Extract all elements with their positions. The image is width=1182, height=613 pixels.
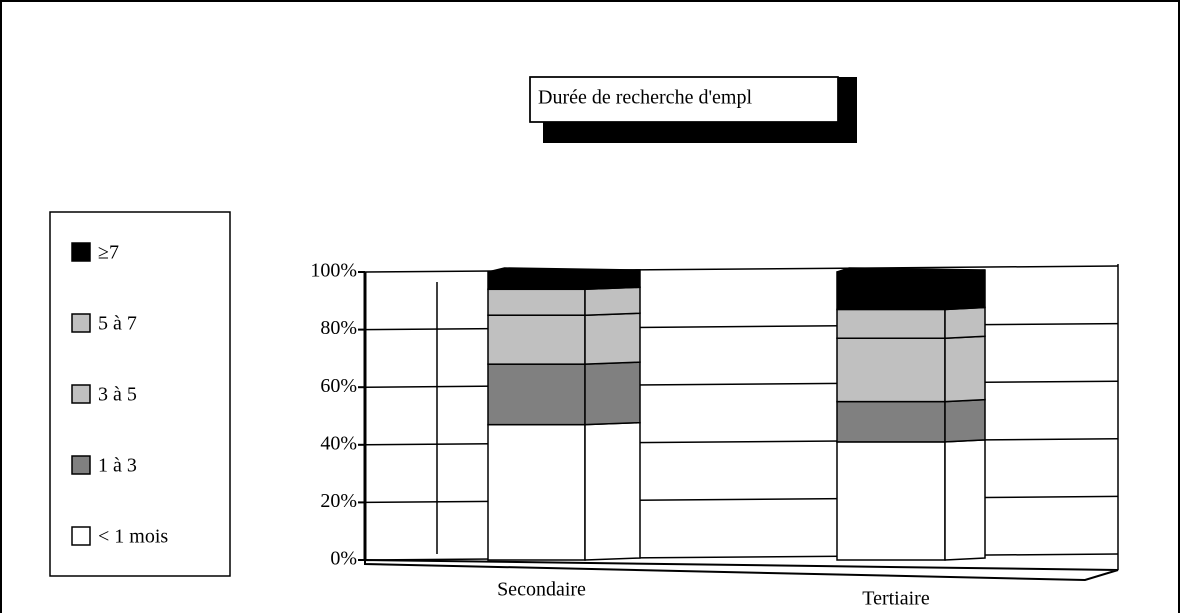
bar-segment xyxy=(487,288,586,316)
legend-label: 5 à 7 xyxy=(98,313,137,335)
legend-swatch xyxy=(71,242,91,262)
bar-side xyxy=(584,269,641,291)
bar-segment xyxy=(487,363,586,426)
bar-side xyxy=(584,421,641,561)
bar-segment xyxy=(836,441,946,561)
grid-line xyxy=(364,438,1119,446)
grid-line xyxy=(364,495,1119,504)
y-tick-label: 40% xyxy=(320,432,357,454)
bar-top xyxy=(487,267,641,273)
bar-segment xyxy=(836,308,946,339)
bar-segment xyxy=(487,314,586,365)
legend-swatch xyxy=(71,313,91,333)
bar-segment xyxy=(836,400,946,443)
x-tick-label: Tertiaire xyxy=(862,588,930,610)
x-tick-label: Secondaire xyxy=(497,579,586,601)
bar-segment xyxy=(836,271,946,311)
legend-label: < 1 mois xyxy=(98,526,168,548)
chart-title: Durée de recherche d'empl xyxy=(538,87,752,109)
bar-side xyxy=(584,361,641,426)
bar-side xyxy=(944,306,986,340)
bar-segment xyxy=(487,271,586,291)
bar-side xyxy=(944,398,986,443)
grid-line xyxy=(364,380,1119,388)
bar-segment xyxy=(487,423,586,561)
legend-label: 3 à 5 xyxy=(98,384,137,406)
bar-side xyxy=(944,439,986,561)
legend-label: ≥7 xyxy=(98,242,119,264)
legend-swatch xyxy=(71,455,91,475)
grid-line xyxy=(364,265,1119,273)
y-tick-label: 80% xyxy=(320,317,357,339)
bar-side xyxy=(944,335,986,403)
bar-top xyxy=(836,267,986,273)
y-tick-label: 100% xyxy=(310,260,357,282)
legend-swatch xyxy=(71,526,91,546)
y-tick-label: 60% xyxy=(320,375,357,397)
y-tick-label: 20% xyxy=(320,490,357,512)
title-shadow-edge xyxy=(838,77,857,122)
y-tick-label: 0% xyxy=(330,548,357,570)
bar-side xyxy=(584,286,641,316)
legend-swatch xyxy=(71,384,91,404)
legend-label: 1 à 3 xyxy=(98,455,137,477)
title-box xyxy=(529,76,839,123)
bar-segment xyxy=(836,337,946,403)
grid-line xyxy=(364,322,1119,331)
bar-side xyxy=(944,269,986,311)
grid-line xyxy=(364,553,1119,561)
floor xyxy=(364,558,1119,582)
bar-side xyxy=(584,312,641,365)
